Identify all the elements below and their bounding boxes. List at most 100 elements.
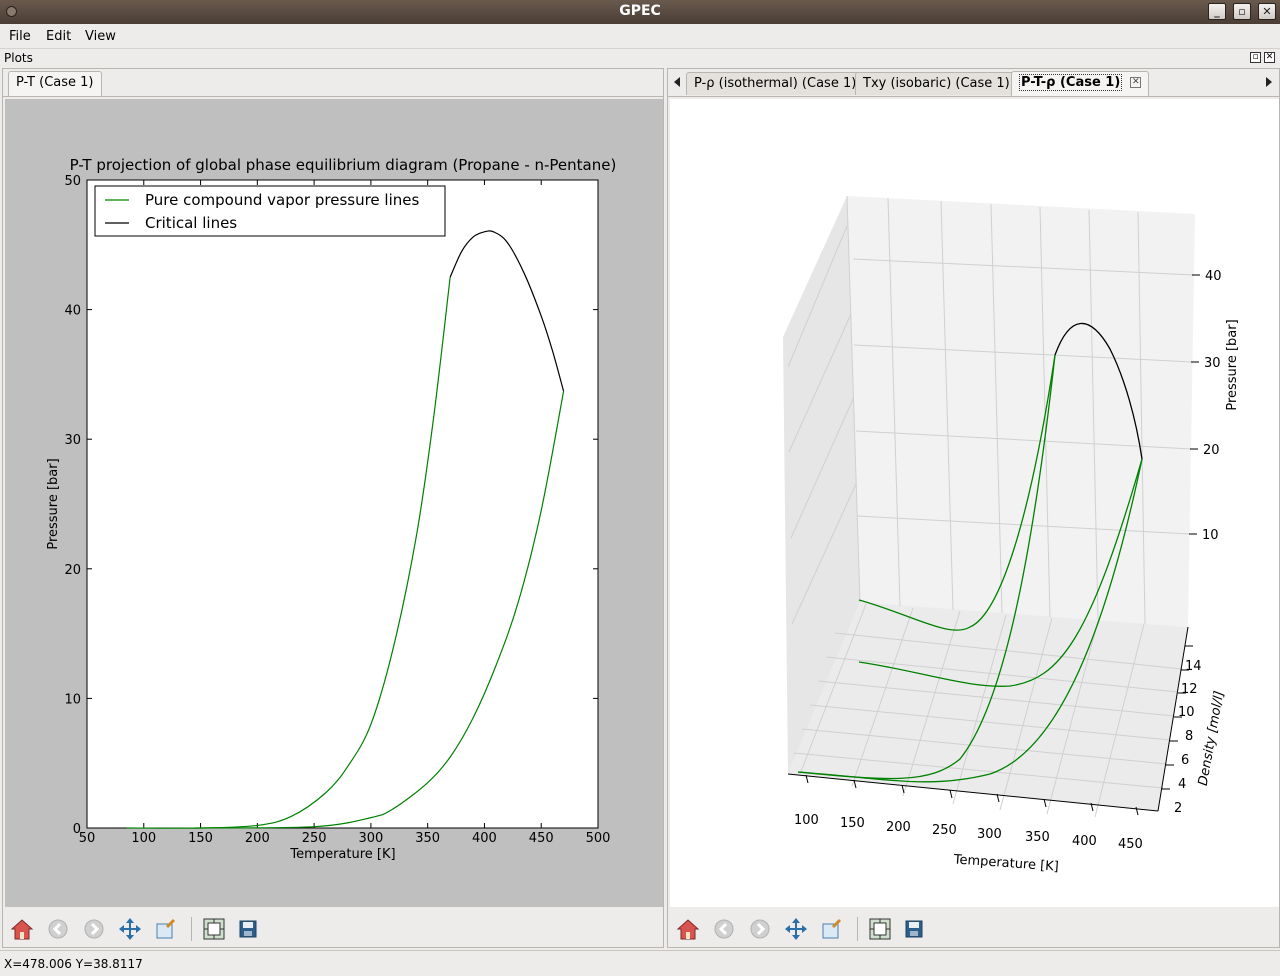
series-line-1 [194,391,565,829]
tab-p-t-case1[interactable]: P-T (Case 1) [8,71,102,96]
tab-scroll-left-icon[interactable] [674,77,680,87]
minimize-button[interactable]: _ [1208,3,1226,20]
density-tick-2: 2 [1174,801,1182,816]
save-icon[interactable] [236,917,260,941]
grid-lines [787,195,1195,818]
left-tab-bar: P-T (Case 1) [3,69,663,97]
density-axis-ticks [1162,645,1193,790]
series-pure-pentane-3d [858,458,1143,687]
legend-box [94,185,446,237]
density-tick-12: 12 [1181,682,1198,697]
y-tick-label: 40 [64,304,81,319]
tab-txy-isobaric[interactable]: Txy (isobaric) (Case 1) [855,72,1018,95]
series-critical-3d [1054,322,1143,460]
y-tick-label: 30 [64,433,81,448]
x-tick-label: 200 [245,831,270,846]
temperature-axis-label: Temperature [K] [952,852,1059,874]
back-icon[interactable] [46,917,70,941]
density-tick-14: 14 [1185,659,1202,674]
forward-icon[interactable] [748,917,772,941]
x-tick-label: 300 [358,831,383,846]
temp-tick-400: 400 [1072,834,1097,849]
ptrho-plot-canvas[interactable]: 40 30 20 10 Pressure [bar] 2 4 6 8 10 12… [670,99,1279,907]
z-tick-10: 10 [1202,528,1219,543]
temperature-axis-line [787,773,1159,812]
toolbar-separator [857,917,858,941]
x-tick-label: 450 [529,831,554,846]
left-toolbar [3,909,663,947]
cursor-coordinates: X=478.006 Y=38.8117 [4,957,143,971]
chart-title: P-T projection of global phase equilibri… [70,156,617,174]
tab-label: P-T (Case 1) [16,75,94,90]
back-wall [847,196,1195,627]
x-tick-label: 100 [131,831,156,846]
subplots-icon[interactable] [868,917,892,941]
pt-chart: P-T projection of global phase equilibri… [46,156,617,862]
temp-tick-300: 300 [977,827,1002,842]
home-icon[interactable] [676,917,700,941]
right-toolbar [668,909,1279,947]
series-pure-propane-low-3d [797,354,1056,780]
status-bar: X=478.006 Y=38.8117 [0,950,1280,976]
window-title: GPEC [619,3,661,19]
y-tick-label: 0 [73,822,81,837]
zoom-icon[interactable] [154,917,178,941]
temp-tick-250: 250 [932,823,957,838]
dock-title: Plots [4,51,33,65]
home-icon[interactable] [10,917,34,941]
temp-tick-200: 200 [886,820,911,835]
tab-scroll-right-icon[interactable] [1266,77,1272,87]
x-tick-label: 350 [415,831,440,846]
save-icon[interactable] [902,917,926,941]
x-tick-label: 250 [302,831,327,846]
temp-tick-100: 100 [794,813,819,828]
menu-file[interactable]: File [9,29,31,44]
temp-tick-150: 150 [840,816,865,831]
close-button[interactable]: ✕ [1258,3,1276,20]
temp-tick-450: 450 [1118,837,1143,852]
series-line-2 [449,230,565,392]
tab-p-t-rho[interactable]: P-T-ρ (Case 1) ✕ [1011,71,1150,96]
tab-p-rho-isothermal[interactable]: P-ρ (isothermal) (Case 1) [686,72,865,95]
dock-float-icon[interactable]: ▫ [1250,52,1261,63]
right-tab-bar: P-ρ (isothermal) (Case 1) Txy (isobaric)… [668,69,1279,97]
z-tick-20: 20 [1203,443,1220,458]
menu-view[interactable]: View [85,29,116,44]
series-pure-propane-3d [858,354,1056,631]
density-tick-8: 8 [1185,729,1193,744]
menu-bar: File Edit View [0,24,1280,49]
tab-close-icon[interactable]: ✕ [1130,77,1142,88]
right-plot-panel: P-ρ (isothermal) (Case 1) Txy (isobaric)… [667,68,1280,948]
x-tick-label: 400 [472,831,497,846]
legend-label-pure: Pure compound vapor pressure lines [145,191,419,209]
density-tick-4: 4 [1178,777,1186,792]
left-plot-panel: P-T (Case 1) P-T projection of global ph… [2,68,664,948]
z-axis-label: Pressure [bar] [1225,319,1240,410]
tab-label: Txy (isobaric) (Case 1) [863,76,1010,91]
plots-dock-header: Plots ▫ ✕ [0,49,1280,67]
temperature-axis-ticks [805,774,1139,816]
app-menu-icon[interactable] [6,6,17,17]
back-icon[interactable] [712,917,736,941]
density-axis-line [1157,626,1189,812]
zoom-icon[interactable] [820,917,844,941]
dock-close-icon[interactable]: ✕ [1264,52,1275,63]
z-tick-40: 40 [1205,269,1222,284]
pan-icon[interactable] [784,917,808,941]
title-bar: GPEC _ ▫ ✕ [0,0,1280,24]
pan-icon[interactable] [118,917,142,941]
z-axis-ticks [1189,274,1200,535]
density-tick-6: 6 [1181,753,1189,768]
y-axis-label: Pressure [bar] [46,458,61,549]
tab-label: P-T-ρ (Case 1) [1019,74,1123,91]
forward-icon[interactable] [82,917,106,941]
menu-edit[interactable]: Edit [46,29,72,44]
left-wall [783,196,860,774]
pt-plot-canvas[interactable]: P-T projection of global phase equilibri… [5,99,663,907]
subplots-icon[interactable] [202,917,226,941]
x-tick-label: 150 [188,831,213,846]
maximize-button[interactable]: ▫ [1233,3,1251,20]
toolbar-separator [191,917,192,941]
y-tick-label: 50 [64,174,81,189]
series-line-0 [126,277,451,829]
